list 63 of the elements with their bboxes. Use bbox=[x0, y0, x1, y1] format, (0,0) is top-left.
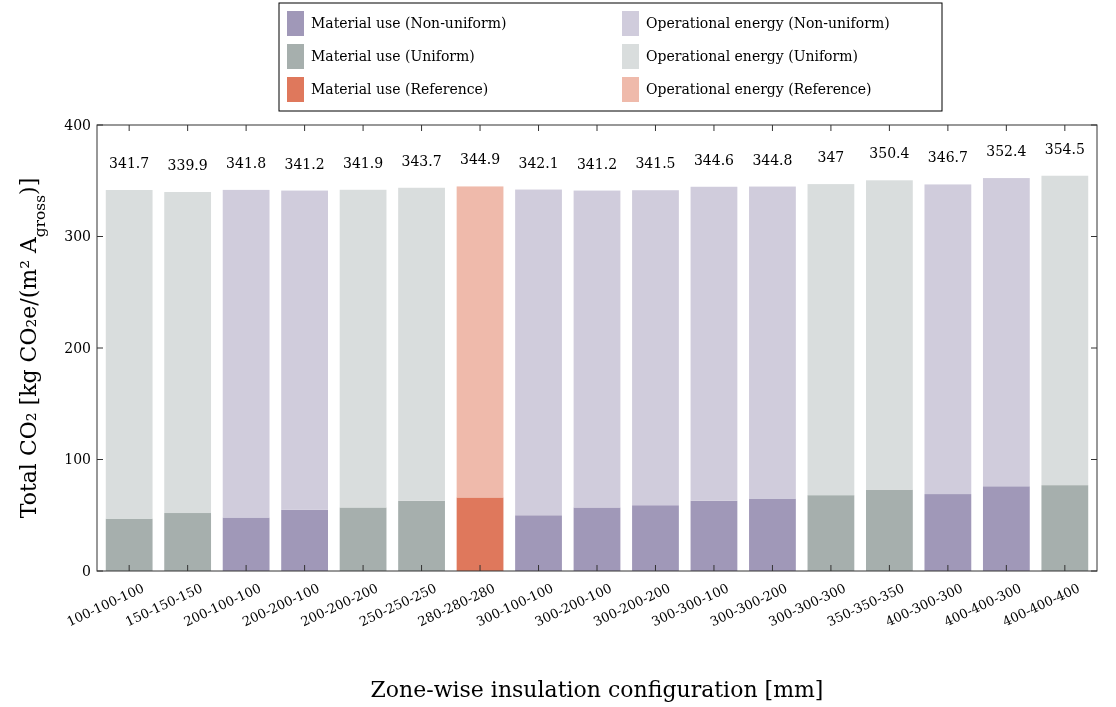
bar bbox=[164, 192, 212, 514]
bar bbox=[105, 518, 153, 571]
bar bbox=[866, 180, 913, 490]
bar bbox=[281, 509, 328, 571]
total-label: 352.4 bbox=[986, 143, 1027, 160]
total-label: 343.7 bbox=[401, 152, 442, 169]
bar bbox=[690, 500, 738, 571]
bar bbox=[222, 517, 270, 571]
legend-label: Operational energy (Uniform) bbox=[646, 48, 858, 64]
y-tick-label: 100 bbox=[64, 451, 91, 468]
bar bbox=[222, 189, 270, 518]
bar bbox=[982, 486, 1030, 571]
total-label: 341.9 bbox=[343, 154, 384, 171]
total-label: 347 bbox=[817, 149, 845, 166]
bar bbox=[924, 184, 972, 495]
bar bbox=[982, 178, 1030, 487]
bar bbox=[573, 190, 621, 508]
total-label: 341.8 bbox=[226, 154, 267, 171]
bar bbox=[1041, 485, 1089, 571]
bar bbox=[515, 189, 562, 516]
y-tick-label: 400 bbox=[64, 116, 91, 133]
bar bbox=[807, 495, 855, 571]
bar bbox=[632, 505, 679, 571]
bar bbox=[573, 507, 621, 571]
total-label: 344.8 bbox=[752, 151, 793, 168]
bar bbox=[105, 190, 153, 519]
legend-label: Material use (Non-uniform) bbox=[311, 15, 507, 31]
y-tick-label: 200 bbox=[64, 339, 91, 356]
bar bbox=[1041, 175, 1089, 486]
total-label: 341.2 bbox=[576, 155, 618, 172]
total-label: 341.5 bbox=[635, 155, 676, 172]
bar bbox=[339, 507, 387, 571]
total-label: 346.7 bbox=[927, 149, 968, 166]
total-label: 344.6 bbox=[693, 151, 735, 168]
total-label: 350.4 bbox=[869, 145, 910, 162]
bar bbox=[456, 497, 504, 571]
bar bbox=[398, 500, 445, 571]
legend-label: Operational energy (Non-uniform) bbox=[646, 15, 890, 31]
total-label: 342.1 bbox=[518, 154, 559, 171]
total-label: 344.9 bbox=[459, 151, 501, 168]
bar bbox=[749, 186, 796, 499]
legend-label: Operational energy (Reference) bbox=[646, 81, 872, 97]
bar bbox=[807, 184, 855, 496]
bar bbox=[632, 190, 679, 506]
y-tick-label: 300 bbox=[64, 228, 91, 245]
y-tick-label: 0 bbox=[82, 562, 91, 579]
legend-label: Material use (Uniform) bbox=[311, 48, 475, 64]
total-label: 339.9 bbox=[167, 157, 208, 174]
bar bbox=[398, 187, 445, 501]
bar bbox=[690, 186, 738, 501]
total-label: 341.2 bbox=[284, 155, 325, 172]
bar bbox=[281, 190, 328, 510]
x-axis-title: Zone-wise insulation configuration [mm] bbox=[370, 677, 824, 702]
bar bbox=[456, 186, 504, 498]
bar bbox=[339, 189, 387, 508]
bar bbox=[164, 513, 212, 571]
total-label: 354.5 bbox=[1044, 140, 1085, 157]
bar bbox=[866, 489, 913, 571]
total-label: 341.7 bbox=[109, 155, 150, 171]
bar bbox=[515, 515, 562, 571]
bar bbox=[924, 494, 972, 571]
bar bbox=[749, 498, 796, 571]
legend-label: Material use (Reference) bbox=[311, 81, 489, 97]
